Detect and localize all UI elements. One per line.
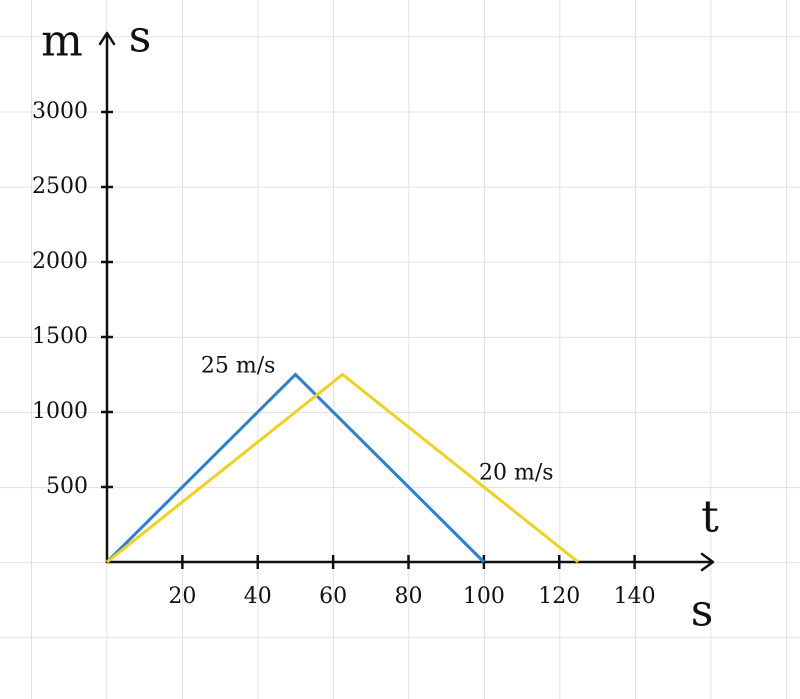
x-tick-label: 100 — [463, 584, 505, 609]
x-tick-label: 20 — [168, 584, 196, 609]
y-tick-label: 1500 — [32, 324, 88, 349]
series-line — [105, 372, 485, 564]
x-unit: s — [691, 586, 714, 637]
x-tick-label: 140 — [614, 584, 656, 609]
series-label: 25 m/s — [201, 354, 276, 379]
y-unit: m — [41, 16, 83, 67]
series-line — [106, 372, 580, 564]
x-tick-label: 120 — [538, 584, 580, 609]
x-axis-arrow — [700, 552, 715, 572]
x-tick-label: 40 — [244, 584, 272, 609]
y-axis-arrow — [98, 31, 116, 46]
y-tick-label: 2500 — [32, 174, 88, 199]
y-tick-label: 3000 — [32, 99, 88, 124]
y-tick-label: 500 — [46, 474, 88, 499]
y-label: s — [129, 12, 152, 63]
x-label: t — [701, 492, 719, 543]
series-label: 20 m/s — [479, 460, 554, 485]
y-tick-label: 2000 — [32, 249, 88, 274]
x-tick-label: 60 — [319, 584, 347, 609]
x-tick-label: 80 — [395, 584, 423, 609]
y-tick-label: 1000 — [32, 399, 88, 424]
